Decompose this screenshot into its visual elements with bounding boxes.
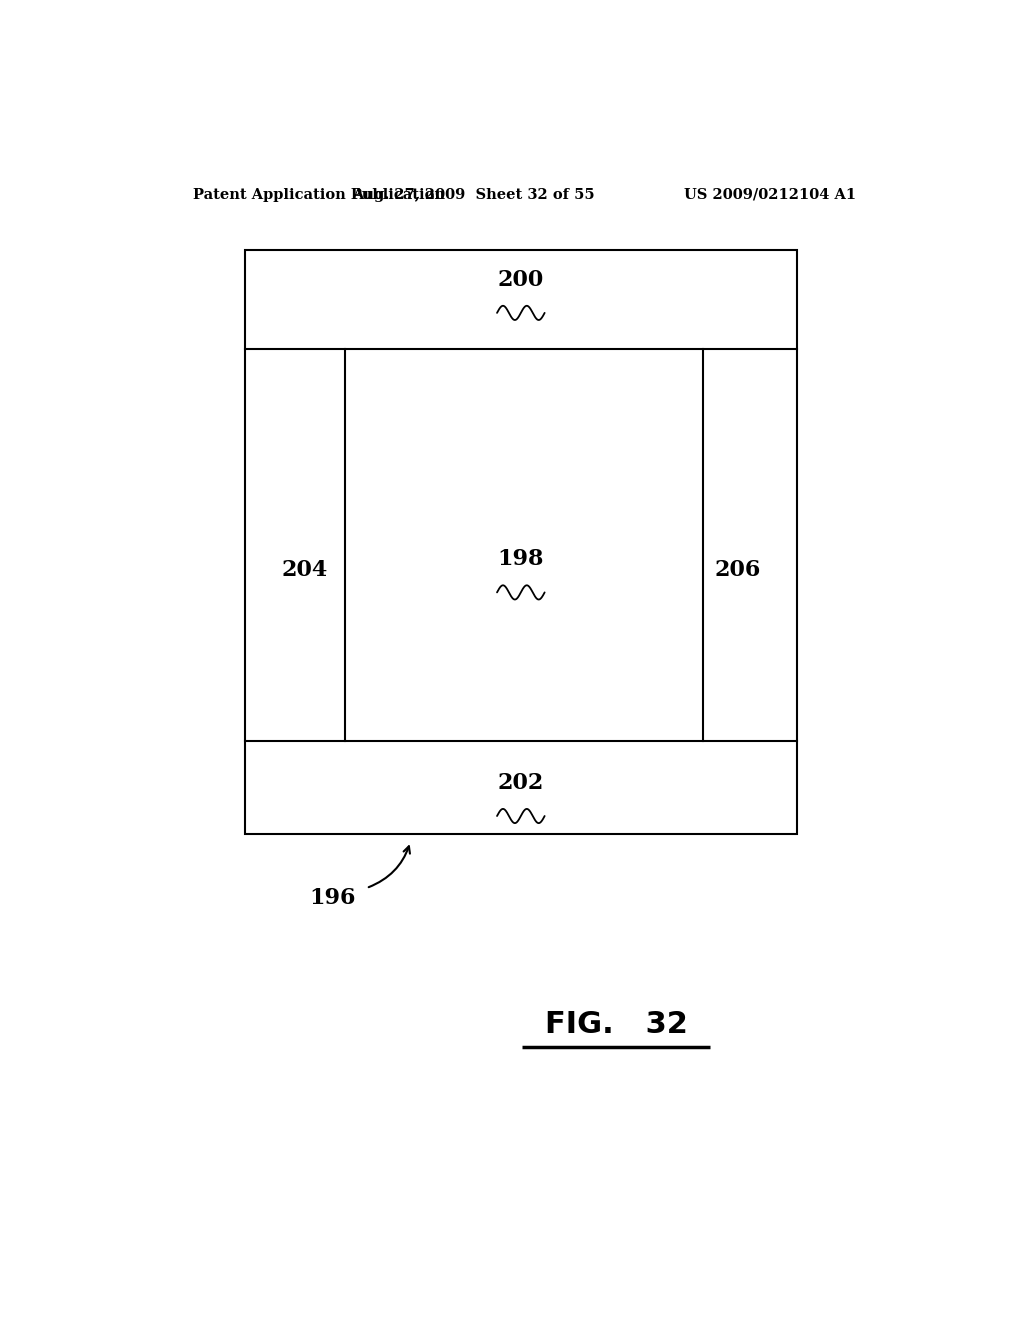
Text: 200: 200 (498, 268, 544, 290)
Text: 204: 204 (281, 560, 328, 581)
Text: 196: 196 (309, 887, 356, 909)
Text: 202: 202 (498, 772, 544, 793)
Text: Patent Application Publication: Patent Application Publication (194, 187, 445, 202)
Text: 206: 206 (715, 560, 761, 581)
Text: US 2009/0212104 A1: US 2009/0212104 A1 (684, 187, 856, 202)
Text: Aug. 27, 2009  Sheet 32 of 55: Aug. 27, 2009 Sheet 32 of 55 (352, 187, 595, 202)
Text: 198: 198 (498, 548, 544, 570)
Text: FIG.   32: FIG. 32 (545, 1010, 687, 1039)
Bar (246, 249, 797, 834)
